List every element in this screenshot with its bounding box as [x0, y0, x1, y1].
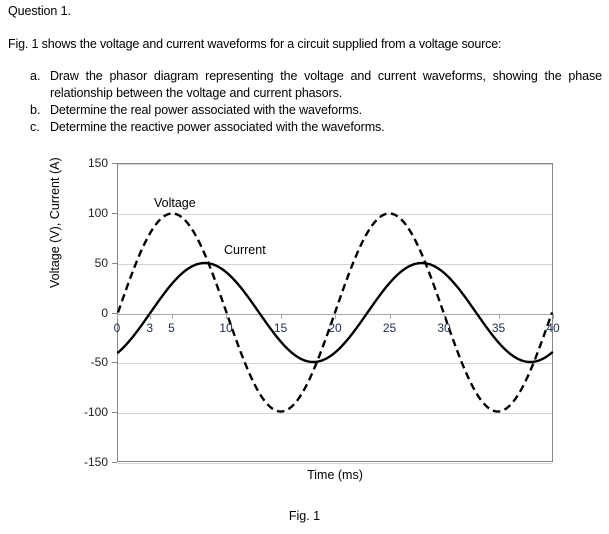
- x-tick-label: 30: [437, 320, 451, 335]
- list-item: b. Determine the real power associated w…: [0, 102, 609, 119]
- x-tick-label: 15: [273, 320, 288, 335]
- page-title: Question 1.: [8, 4, 71, 18]
- gridline-y--150: [118, 462, 552, 464]
- y-tick-label: 0: [101, 305, 108, 320]
- y-tick-mark: [112, 263, 117, 264]
- x-tick-label: 40: [546, 320, 560, 335]
- y-tick-label: -50: [90, 355, 108, 370]
- figure-caption: Fig. 1: [288, 509, 321, 523]
- list-item: c. Determine the reactive power associat…: [0, 119, 609, 136]
- x-tick-mark: [553, 314, 554, 319]
- y-tick-label: -150: [83, 455, 108, 469]
- y-tick-mark: [112, 163, 117, 164]
- list-item-marker: c.: [30, 120, 40, 134]
- x-tick-mark: [117, 314, 118, 319]
- x-tick-label: 20: [328, 320, 342, 335]
- x-tick-label: 10: [219, 320, 233, 335]
- waveform-curves: [116, 212, 554, 413]
- plot-area: [116, 163, 554, 464]
- gridline-y--100: [118, 412, 552, 414]
- list-item-marker: b.: [30, 103, 41, 117]
- list-item: a. Draw the phasor diagram representing …: [0, 68, 609, 102]
- x-tick-label: 0: [113, 320, 121, 335]
- y-tick-mark: [112, 362, 117, 363]
- x-axis-title: Time (ms): [307, 468, 363, 482]
- y-tick-label: -100: [83, 405, 108, 420]
- x-tick-mark: [444, 314, 445, 319]
- waveform-chart: Voltage (V), Current (A) -150 -100 -50 0 50 1…: [48, 156, 565, 490]
- gridline-y--50: [118, 362, 552, 364]
- list-item-text: Draw the phasor diagram representing the…: [50, 69, 602, 100]
- gridline-y-50: [118, 263, 552, 265]
- x-tick-label: 25: [382, 320, 397, 335]
- series-label-current: Current: [223, 243, 267, 257]
- question-intro: Fig. 1 shows the voltage and current wav…: [8, 37, 502, 51]
- x-tick-mark: [172, 314, 173, 319]
- list-item-text: Determine the real power associated with…: [50, 103, 363, 117]
- gridline-y-150: [118, 163, 552, 165]
- list-item-text: Determine the reactive power associated …: [50, 120, 385, 134]
- x-tick-mark: [150, 314, 151, 319]
- y-tick-mark: [112, 462, 117, 463]
- x-tick-mark: [335, 314, 336, 319]
- current-curve: [116, 261, 554, 364]
- voltage-curve: [116, 212, 554, 413]
- x-tick-mark: [390, 314, 391, 319]
- y-tick-mark: [112, 412, 117, 413]
- x-tick-mark: [281, 314, 282, 319]
- y-tick-label: 100: [87, 205, 108, 220]
- x-tick-mark: [499, 314, 500, 319]
- gridline-y-100: [118, 213, 552, 215]
- series-label-voltage: Voltage: [153, 196, 197, 210]
- y-tick-mark: [112, 313, 117, 314]
- x-tick-label: 3: [146, 320, 154, 335]
- y-tick-label: 150: [87, 156, 108, 170]
- x-tick-label: 5: [168, 320, 175, 335]
- x-tick-label: 35: [491, 320, 506, 335]
- x-tick-mark: [226, 314, 227, 319]
- list-item-marker: a.: [30, 69, 41, 83]
- question-list: a. Draw the phasor diagram representing …: [0, 68, 609, 136]
- y-tick-mark: [112, 213, 117, 214]
- y-tick-label: 50: [94, 255, 108, 270]
